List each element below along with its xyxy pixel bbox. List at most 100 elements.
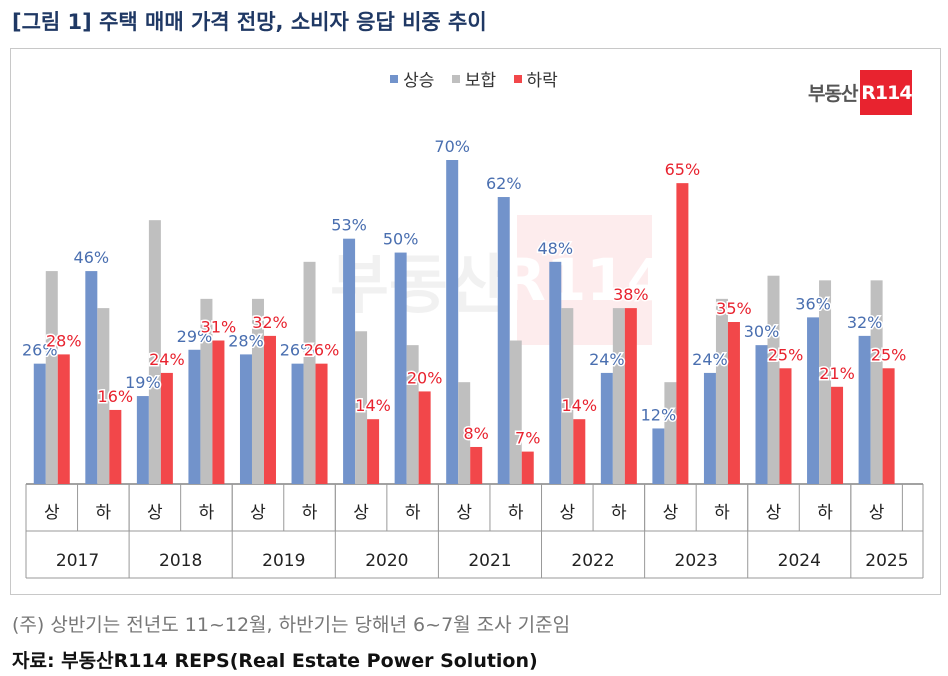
data-label-up: 19% — [125, 373, 161, 392]
data-label-down: 8% — [463, 424, 488, 443]
bar-hold — [200, 298, 213, 484]
data-label-down: 24% — [149, 350, 185, 369]
footnote: (주) 상반기는 전년도 11~12월, 하반기는 당해년 6~7월 조사 기준… — [12, 614, 571, 636]
data-label-up: 12% — [641, 405, 677, 424]
data-label-down: 16% — [98, 387, 134, 406]
bar-up — [755, 345, 768, 484]
bar-down — [831, 386, 844, 484]
category-tick-label: 상 — [147, 503, 163, 523]
year-label: 2024 — [778, 551, 821, 571]
data-label-down: 25% — [768, 345, 804, 364]
bar-hold — [509, 340, 522, 484]
year-label: 2019 — [262, 551, 305, 571]
bar-hold — [303, 261, 316, 484]
data-label-up: 30% — [744, 322, 780, 341]
data-label-up: 24% — [692, 350, 728, 369]
bar-down — [160, 372, 173, 484]
bar-up — [188, 349, 201, 484]
bar-hold — [355, 331, 368, 484]
bar-up — [85, 271, 98, 484]
category-tick-label: 상 — [353, 503, 369, 523]
year-label: 2025 — [865, 551, 908, 571]
bar-hold — [458, 382, 471, 484]
data-label-up: 28% — [228, 331, 264, 350]
brand-logo-text: 부동산 — [808, 83, 858, 105]
bar-up — [807, 317, 820, 484]
bar-hold — [715, 298, 728, 484]
category-tick-label: 하 — [302, 503, 318, 523]
bar-up — [343, 238, 356, 484]
bar-hold — [819, 280, 832, 484]
legend-label-down: 하락 — [526, 71, 558, 91]
year-label: 2017 — [56, 551, 99, 571]
data-label-down: 14% — [355, 396, 391, 415]
watermark-text: 부동산 — [330, 249, 507, 323]
chart-title: [그림 1] 주택 매매 가격 전망, 소비자 응답 비중 추이 — [12, 10, 487, 34]
data-label-down: 38% — [613, 285, 649, 304]
category-tick-label: 상 — [44, 503, 60, 523]
data-label-down: 32% — [252, 313, 288, 332]
category-tick-label: 하 — [817, 503, 833, 523]
bar-hold — [664, 382, 677, 484]
category-tick-label: 상 — [456, 503, 472, 523]
chart-legend: 상승 보합 하락 — [0, 66, 948, 91]
data-label-down: 31% — [201, 318, 237, 337]
data-label-down: 26% — [304, 341, 340, 360]
category-tick-label: 상 — [663, 503, 679, 523]
data-label-down: 21% — [819, 364, 855, 383]
bar-hold — [251, 298, 264, 484]
data-label-up: 32% — [847, 313, 883, 332]
bar-hold — [406, 345, 419, 484]
category-tick-label: 하 — [611, 503, 627, 523]
data-label-down: 20% — [407, 368, 443, 387]
bar-down — [521, 451, 534, 484]
data-label-up: 53% — [331, 216, 367, 235]
bar-up — [652, 428, 665, 484]
bar-down — [315, 363, 328, 484]
bar-down — [727, 322, 740, 484]
source-line: 자료: 부동산R114 REPS(Real Estate Power Solut… — [12, 650, 538, 672]
bar-hold — [45, 271, 58, 484]
year-label: 2021 — [468, 551, 511, 571]
bar-up — [291, 363, 304, 484]
legend-label-up: 상승 — [403, 71, 435, 91]
bar-up — [600, 372, 613, 484]
data-label-down: 25% — [871, 345, 907, 364]
legend-label-hold: 보합 — [464, 71, 497, 91]
bar-down — [882, 368, 895, 484]
bar-up — [858, 335, 871, 484]
category-tick-label: 하 — [199, 503, 215, 523]
data-label-up: 26% — [22, 341, 58, 360]
data-label-up: 62% — [486, 174, 522, 193]
bar-down — [676, 183, 689, 484]
bar-down — [624, 308, 637, 484]
brand-logo: 부동산 R114 — [808, 70, 913, 115]
data-label-down: 14% — [562, 396, 598, 415]
data-label-down: 65% — [665, 160, 701, 179]
bar-down — [212, 340, 225, 484]
bar-hold — [612, 308, 625, 484]
bar-up — [33, 363, 46, 484]
brand-logo-box: R114 — [860, 70, 913, 115]
bar-down — [109, 409, 122, 484]
legend-item-down: 하락 — [513, 66, 558, 91]
bar-down — [573, 419, 586, 484]
category-tick-label: 하 — [405, 503, 421, 523]
bar-hold — [148, 220, 161, 484]
bar-down — [470, 446, 483, 484]
data-label-up: 46% — [74, 248, 110, 267]
bar-up — [497, 197, 510, 484]
bar-up — [239, 354, 252, 484]
year-label: 2020 — [365, 551, 408, 571]
legend-swatch-hold — [451, 74, 460, 83]
data-label-down: 7% — [515, 429, 540, 448]
bar-up — [549, 261, 562, 484]
legend-swatch-up — [390, 74, 399, 83]
bar-down — [779, 368, 792, 484]
bar-hold — [97, 308, 110, 484]
bar-down — [367, 419, 380, 484]
data-label-up: 36% — [795, 294, 831, 313]
category-tick-label: 상 — [869, 503, 885, 523]
year-label: 2018 — [159, 551, 202, 571]
